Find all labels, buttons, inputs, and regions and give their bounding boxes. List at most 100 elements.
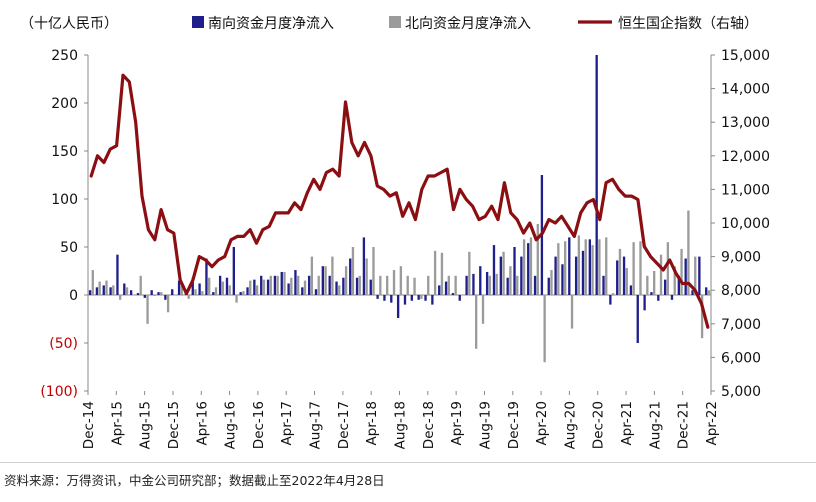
southbound-bar <box>321 266 324 295</box>
southbound-bar <box>444 281 448 295</box>
northbound-bar <box>132 295 136 296</box>
x-tick-label: Aug-16 <box>223 401 239 449</box>
southbound-bar <box>225 277 229 295</box>
southbound-bar <box>246 287 249 295</box>
northbound-bar <box>687 210 690 295</box>
x-tick-label: Dec-14 <box>81 401 97 449</box>
southbound-bar <box>239 292 242 295</box>
northbound-bar <box>673 266 676 295</box>
northbound-bar <box>276 275 279 295</box>
southbound-bar <box>663 279 667 295</box>
northbound-bar <box>700 295 704 339</box>
southbound-bar <box>527 243 530 295</box>
right-tick-label: 10,000 <box>721 216 770 232</box>
southbound-bar <box>342 277 345 295</box>
northbound-bar <box>413 277 416 295</box>
southbound-bar <box>116 254 119 295</box>
left-tick-label: (50) <box>49 336 78 352</box>
southbound-bar <box>171 289 174 295</box>
southbound-bar <box>554 256 557 295</box>
southbound-bar <box>150 290 153 295</box>
northbound-bar <box>324 266 327 295</box>
x-tick-label: Aug-20 <box>562 401 578 449</box>
southbound-bar <box>431 295 434 305</box>
northbound-bar <box>564 241 567 295</box>
southbound-bar <box>677 275 680 295</box>
legend-northbound-label: 北向资金月度净流入 <box>405 16 531 32</box>
northbound-bar <box>386 275 389 295</box>
northbound-bar <box>550 270 553 295</box>
northbound-bar <box>166 295 170 313</box>
x-tick-label: Apr-20 <box>534 401 550 446</box>
northbound-bar <box>625 268 628 295</box>
northbound-bar <box>618 248 622 295</box>
southbound-bar <box>253 279 256 295</box>
right-tick-label: 11,000 <box>721 182 770 198</box>
southbound-bar <box>198 283 201 295</box>
x-tick-label: Aug-17 <box>308 401 324 449</box>
southbound-bar <box>533 275 537 295</box>
left-tick-label: 250 <box>51 48 78 64</box>
northbound-bar <box>543 295 546 363</box>
x-tick-label: Apr-19 <box>449 401 465 446</box>
northbound-bar <box>605 237 608 295</box>
left-tick-label: 150 <box>51 144 78 160</box>
x-tick-label: Dec-15 <box>166 401 182 449</box>
northbound-bar <box>173 295 177 296</box>
southbound-bar <box>157 292 160 295</box>
southbound-bar <box>492 245 496 295</box>
northbound-bar <box>666 242 670 295</box>
x-tick-label: Aug-18 <box>393 401 409 449</box>
right-tick-label: 8,000 <box>721 283 761 299</box>
northbound-bar <box>303 280 307 295</box>
southbound-bar <box>705 287 708 295</box>
southbound-bar <box>314 289 318 295</box>
southbound-bar <box>280 271 283 295</box>
southbound-bar <box>218 275 222 295</box>
southbound-bar <box>602 275 605 295</box>
southbound-bar <box>294 270 297 295</box>
right-tick-label: 13,000 <box>721 115 770 131</box>
southbound-bar <box>643 295 646 311</box>
southbound-bar <box>266 279 270 295</box>
legend-hscei-label: 恒生国企指数（右轴） <box>618 15 758 32</box>
northbound-bar <box>516 275 519 295</box>
southbound-bar <box>609 295 612 305</box>
northbound-bar <box>591 245 594 295</box>
northbound-bar <box>228 285 231 295</box>
northbound-bar <box>639 241 642 295</box>
right-tick-label: 12,000 <box>721 149 770 165</box>
northbound-bar <box>379 275 382 295</box>
source-note: 资料来源：万得资讯，中金公司研究部；数据截止至2022年4月28日 <box>4 473 385 488</box>
northbound-bar <box>269 275 272 295</box>
x-tick-label: Aug-15 <box>138 401 154 449</box>
southbound-bar <box>670 295 674 300</box>
northbound-bar <box>495 273 498 295</box>
northbound-bar <box>338 285 341 295</box>
southbound-bar <box>574 256 578 295</box>
southbound-bar <box>109 287 112 295</box>
southbound-bar <box>629 285 633 295</box>
northbound-bar <box>433 250 437 295</box>
southbound-bar <box>561 264 564 295</box>
northbound-bar <box>488 275 492 295</box>
northbound-bar <box>570 295 574 329</box>
northbound-bar <box>536 223 539 295</box>
southbound-bar <box>205 258 208 295</box>
northbound-bar <box>119 295 122 300</box>
southbound-bar <box>328 275 331 295</box>
x-tick-label: Dec-20 <box>591 401 607 449</box>
northbound-bar <box>440 252 444 295</box>
left-tick-label: 50 <box>60 240 78 256</box>
southbound-bar <box>95 287 99 295</box>
southbound-bar <box>472 273 475 295</box>
northbound-bar <box>632 242 635 295</box>
southbound-bar <box>650 292 653 295</box>
northbound-bar <box>427 275 430 295</box>
left-tick-label: (100) <box>40 384 78 400</box>
southbound-bar <box>177 280 181 295</box>
northbound-bar <box>529 237 533 295</box>
northbound-bar <box>310 256 314 295</box>
northbound-bar <box>598 239 601 295</box>
x-tick-label: Apr-18 <box>364 401 380 446</box>
